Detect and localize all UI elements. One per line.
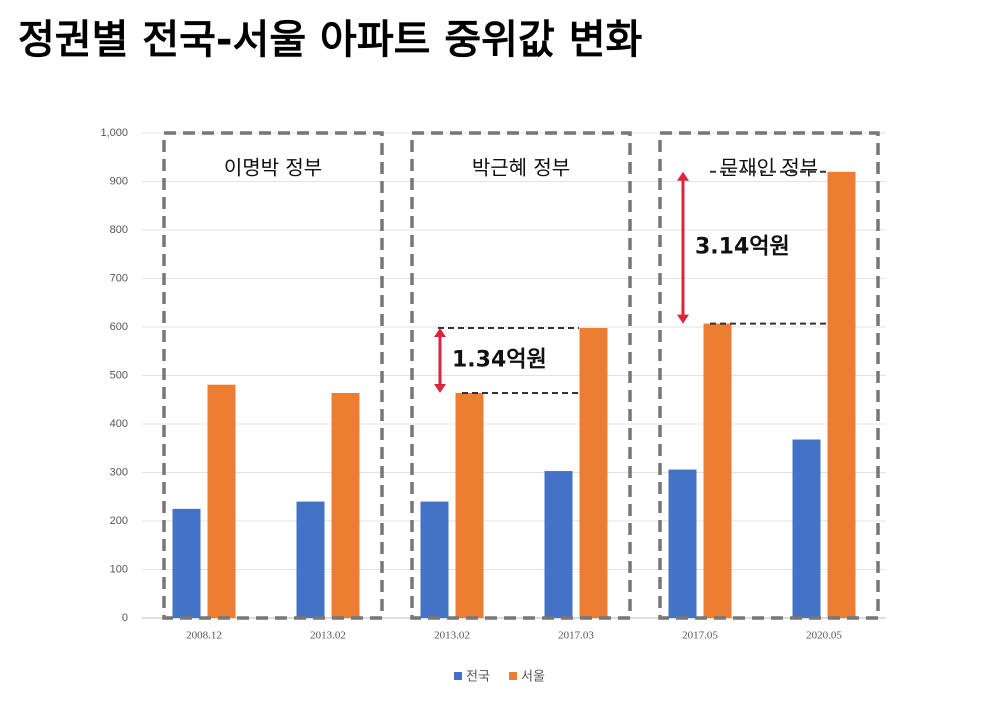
y-tick-label: 700: [110, 272, 128, 284]
arrow-head: [677, 314, 689, 324]
legend-label: 전국: [466, 670, 490, 685]
y-tick-label: 400: [110, 418, 128, 430]
y-tick-label: 200: [110, 515, 128, 527]
y-tick-label: 300: [110, 466, 128, 478]
bar: [792, 439, 821, 618]
annotation: 3.14억원: [695, 235, 790, 260]
arrow-head: [434, 383, 446, 393]
x-tick-label: 2017.03: [558, 630, 594, 642]
bar: [579, 327, 608, 618]
legend-swatch: [509, 672, 517, 680]
y-tick-label: 500: [110, 369, 128, 381]
group-label: 박근혜 정부: [472, 156, 570, 180]
group-label: 문재인 정부: [720, 156, 818, 180]
bar: [172, 508, 201, 618]
group-label: 이명박 정부: [224, 156, 322, 180]
arrow-head: [434, 327, 446, 337]
bar: [331, 392, 360, 618]
x-tick-label: 2017.05: [682, 630, 718, 642]
y-tick-label: 0: [122, 612, 128, 624]
legend-swatch: [454, 672, 462, 680]
legend-label: 서울: [521, 670, 545, 685]
bar: [296, 501, 325, 618]
y-tick-label: 600: [110, 321, 128, 333]
group-box: [410, 131, 632, 620]
bar: [544, 471, 573, 618]
y-tick-label: 100: [110, 563, 128, 575]
bar: [827, 171, 856, 619]
y-tick-label: 1,000: [100, 127, 128, 139]
chart-title: 정권별 전국-서울 아파트 중위값 변화: [18, 17, 643, 63]
y-tick-label: 800: [110, 224, 128, 236]
x-tick-label: 2013.02: [310, 630, 346, 642]
y-tick-label: 900: [110, 175, 128, 187]
annotation: 1.34억원: [452, 347, 547, 372]
bar: [455, 392, 484, 618]
bar: [668, 469, 697, 618]
bar: [420, 501, 449, 618]
group-box: [162, 131, 384, 620]
x-tick-label: 2013.02: [434, 630, 470, 642]
x-tick-label: 2008.12: [186, 630, 222, 642]
group-box: [658, 131, 880, 620]
arrow-head: [677, 171, 689, 181]
bar: [207, 384, 236, 618]
x-tick-label: 2020.05: [806, 630, 842, 642]
bar: [703, 323, 732, 618]
